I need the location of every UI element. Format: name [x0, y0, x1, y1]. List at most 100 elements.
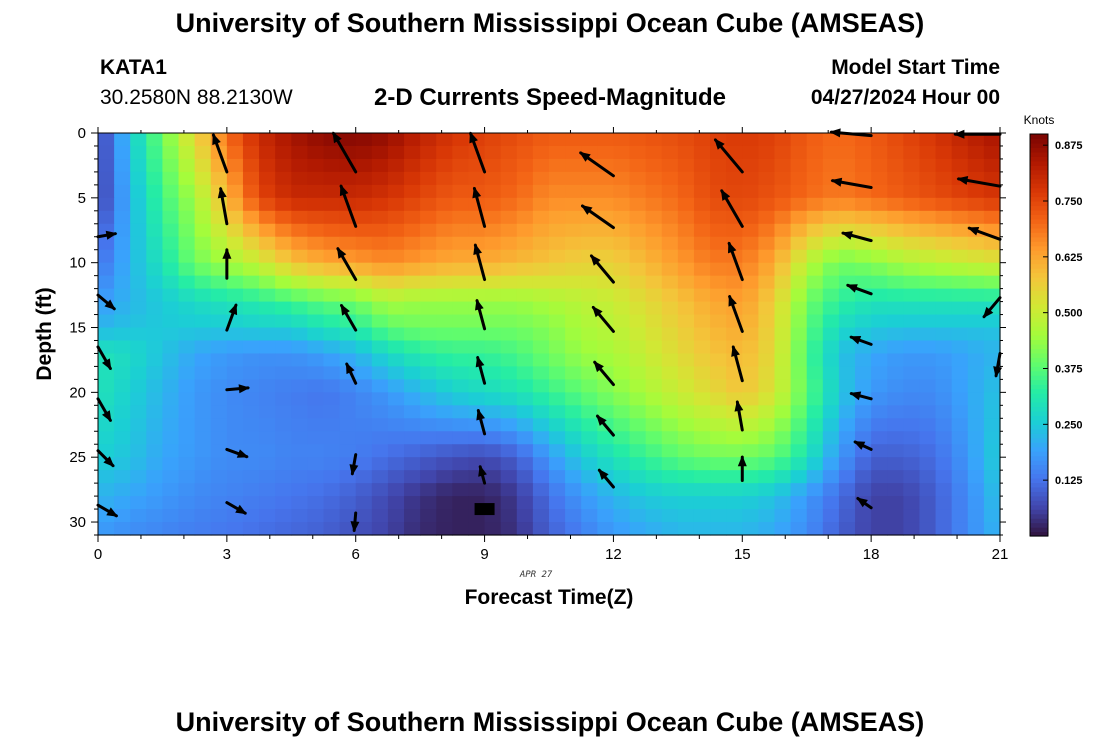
heatmap-cell: [242, 392, 260, 406]
heatmap-cell: [855, 145, 872, 160]
colorbar-segment: [1030, 254, 1048, 260]
heatmap-cell: [871, 470, 888, 484]
heatmap-cell: [919, 171, 937, 186]
heatmap-cell: [307, 236, 325, 251]
colorbar-segment: [1030, 495, 1048, 501]
heatmap-cell: [355, 353, 373, 368]
heatmap-cell: [983, 496, 1001, 510]
heatmap-cell: [452, 522, 470, 536]
arrow-head: [106, 507, 119, 517]
heatmap-cell: [726, 327, 743, 342]
colorbar-segment: [1030, 491, 1048, 497]
heatmap-cell: [903, 353, 921, 368]
colorbar-unit-label: Knots: [1024, 113, 1055, 127]
heatmap-cell: [887, 496, 904, 510]
heatmap-cell: [629, 275, 647, 290]
heatmap-cell: [661, 457, 679, 471]
heatmap-cell: [226, 418, 244, 432]
heatmap-cell: [693, 418, 711, 432]
heatmap-cell: [549, 158, 566, 173]
heatmap-cell: [951, 314, 969, 329]
heatmap-cell: [210, 275, 228, 290]
colorbar-tick-label: 0.500: [1055, 308, 1083, 320]
heatmap-cell: [871, 431, 888, 445]
heatmap-cell: [420, 184, 437, 199]
heatmap-cell: [597, 444, 615, 458]
heatmap-cell: [323, 314, 341, 329]
heatmap-cell: [323, 470, 341, 484]
heatmap-cell: [484, 236, 502, 251]
heatmap-cell: [291, 171, 308, 186]
heatmap-cell: [355, 145, 373, 160]
heatmap-cell: [387, 314, 405, 329]
heatmap: [98, 133, 1001, 536]
heatmap-cell: [871, 418, 888, 432]
heatmap-cell: [532, 444, 550, 458]
heatmap-cell: [404, 405, 421, 419]
heatmap-cell: [387, 340, 405, 355]
heatmap-cell: [693, 522, 711, 536]
heatmap-cell: [468, 522, 486, 536]
heatmap-cell: [114, 405, 131, 419]
heatmap-cell: [903, 288, 921, 303]
heatmap-cell: [645, 444, 663, 458]
colorbar-segment: [1030, 209, 1048, 215]
heatmap-cell: [613, 405, 631, 419]
heatmap-cell: [967, 184, 985, 199]
heatmap-cell: [146, 405, 164, 419]
heatmap-cell: [629, 457, 647, 471]
current-vector-arrow: [841, 231, 873, 243]
heatmap-cell: [967, 496, 985, 510]
heatmap-cell: [838, 184, 856, 199]
heatmap-cell: [500, 353, 518, 368]
heatmap-cell: [242, 470, 260, 484]
heatmap-cell: [887, 327, 904, 342]
heatmap-cell: [565, 522, 582, 536]
colorbar-segment: [1030, 393, 1048, 399]
heatmap-cell: [468, 483, 486, 497]
heatmap-cell: [565, 379, 582, 393]
heatmap-cell: [742, 366, 759, 380]
heatmap-cell: [645, 470, 663, 484]
heatmap-cell: [710, 223, 727, 238]
model-start-time: 04/27/2024 Hour 00: [810, 86, 1000, 109]
heatmap-cell: [871, 249, 888, 264]
heatmap-cell: [468, 379, 486, 393]
heatmap-cell: [242, 314, 260, 329]
heatmap-cell: [774, 418, 792, 432]
heatmap-cell: [371, 236, 389, 251]
heatmap-cell: [323, 327, 341, 342]
heatmap-cell: [323, 184, 341, 199]
current-vector-arrow: [737, 455, 747, 483]
heatmap-cell: [242, 327, 260, 342]
heatmap-cell: [742, 184, 759, 199]
heatmap-cell: [355, 223, 373, 238]
heatmap-cell: [194, 301, 212, 316]
heatmap-cell: [581, 327, 598, 342]
heatmap-cell: [677, 431, 695, 445]
heatmap-cell: [871, 236, 888, 251]
heatmap-cell: [114, 444, 131, 458]
heatmap-cell: [226, 366, 244, 380]
heatmap-cell: [774, 314, 792, 329]
heatmap-cell: [130, 340, 147, 355]
heatmap-cell: [693, 184, 711, 199]
heatmap-cell: [178, 522, 196, 536]
heatmap-cell: [645, 418, 663, 432]
heatmap-cell: [855, 210, 872, 225]
current-vector-arrow: [472, 186, 487, 228]
heatmap-cell: [194, 210, 212, 225]
heatmap-cell: [114, 275, 131, 290]
colorbar-segment: [1030, 192, 1048, 198]
heatmap-cell: [371, 314, 389, 329]
heatmap-cell: [114, 145, 131, 160]
heatmap-cell: [420, 314, 437, 329]
heatmap-cell: [742, 457, 759, 471]
heatmap-cell: [774, 353, 792, 368]
heatmap-cell: [130, 145, 147, 160]
heatmap-cell: [275, 327, 292, 342]
heatmap-cell: [242, 145, 260, 160]
heatmap-cell: [420, 470, 437, 484]
heatmap-cell: [677, 483, 695, 497]
heatmap-cell: [645, 262, 663, 277]
